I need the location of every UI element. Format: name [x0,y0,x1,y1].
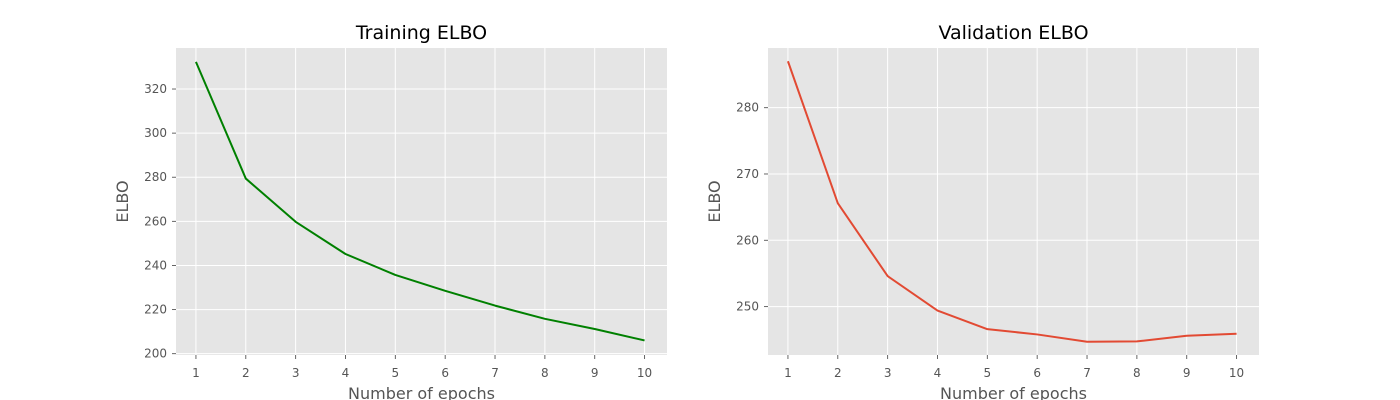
x-tick-label: 9 [1183,366,1191,380]
plot-area [768,48,1259,355]
y-tick-label: 260 [144,214,167,228]
y-axis-label: ELBO [113,180,132,222]
x-tick-label: 8 [1133,366,1141,380]
x-tick-label: 1 [784,366,792,380]
x-tick-label: 7 [491,366,499,380]
x-axis-label: Number of epochs [940,384,1087,400]
x-tick-label: 5 [392,366,400,380]
x-tick-label: 10 [1229,366,1244,380]
y-tick-label: 220 [144,303,167,317]
x-tick-label: 7 [1083,366,1091,380]
x-tick-label: 4 [342,366,350,380]
x-tick-label: 9 [591,366,599,380]
x-axis-label: Number of epochs [348,384,495,400]
x-tick-label: 4 [934,366,942,380]
x-tick-label: 2 [834,366,842,380]
x-tick-label: 5 [984,366,992,380]
chart-title: Validation ELBO [938,22,1088,44]
y-tick-label: 200 [144,347,167,361]
x-tick-label: 1 [192,366,200,380]
chart-panel-1: 1 2 3 4 5 6 7 8 9 10 200 220 240 260 280 300 320 Training… [113,22,667,400]
series-line-1 [786,60,1237,343]
chart-panel-2: 1 2 3 4 5 6 7 8 9 10 250 260 270 280 Validation ELBO Nu… [705,22,1259,400]
y-tick-label: 280 [736,101,759,115]
y-tick-label: 250 [736,300,759,314]
y-tick-label: 300 [144,126,167,140]
series-line-1 [195,61,645,342]
y-tick-label: 270 [736,167,759,181]
x-tick-label: 2 [242,366,250,380]
x-tick-label: 10 [637,366,652,380]
x-tick-label: 3 [884,366,892,380]
x-tick-label: 8 [541,366,549,380]
y-tick-label: 240 [144,258,167,272]
x-tick-label: 6 [1033,366,1041,380]
y-tick-label: 320 [144,82,167,96]
y-tick-label: 280 [144,170,167,184]
plot-area [176,48,667,355]
x-tick-label: 6 [441,366,449,380]
y-axis-label: ELBO [705,180,724,222]
y-tick-label: 260 [736,233,759,247]
chart-title: Training ELBO [355,22,487,44]
x-tick-label: 3 [292,366,300,380]
